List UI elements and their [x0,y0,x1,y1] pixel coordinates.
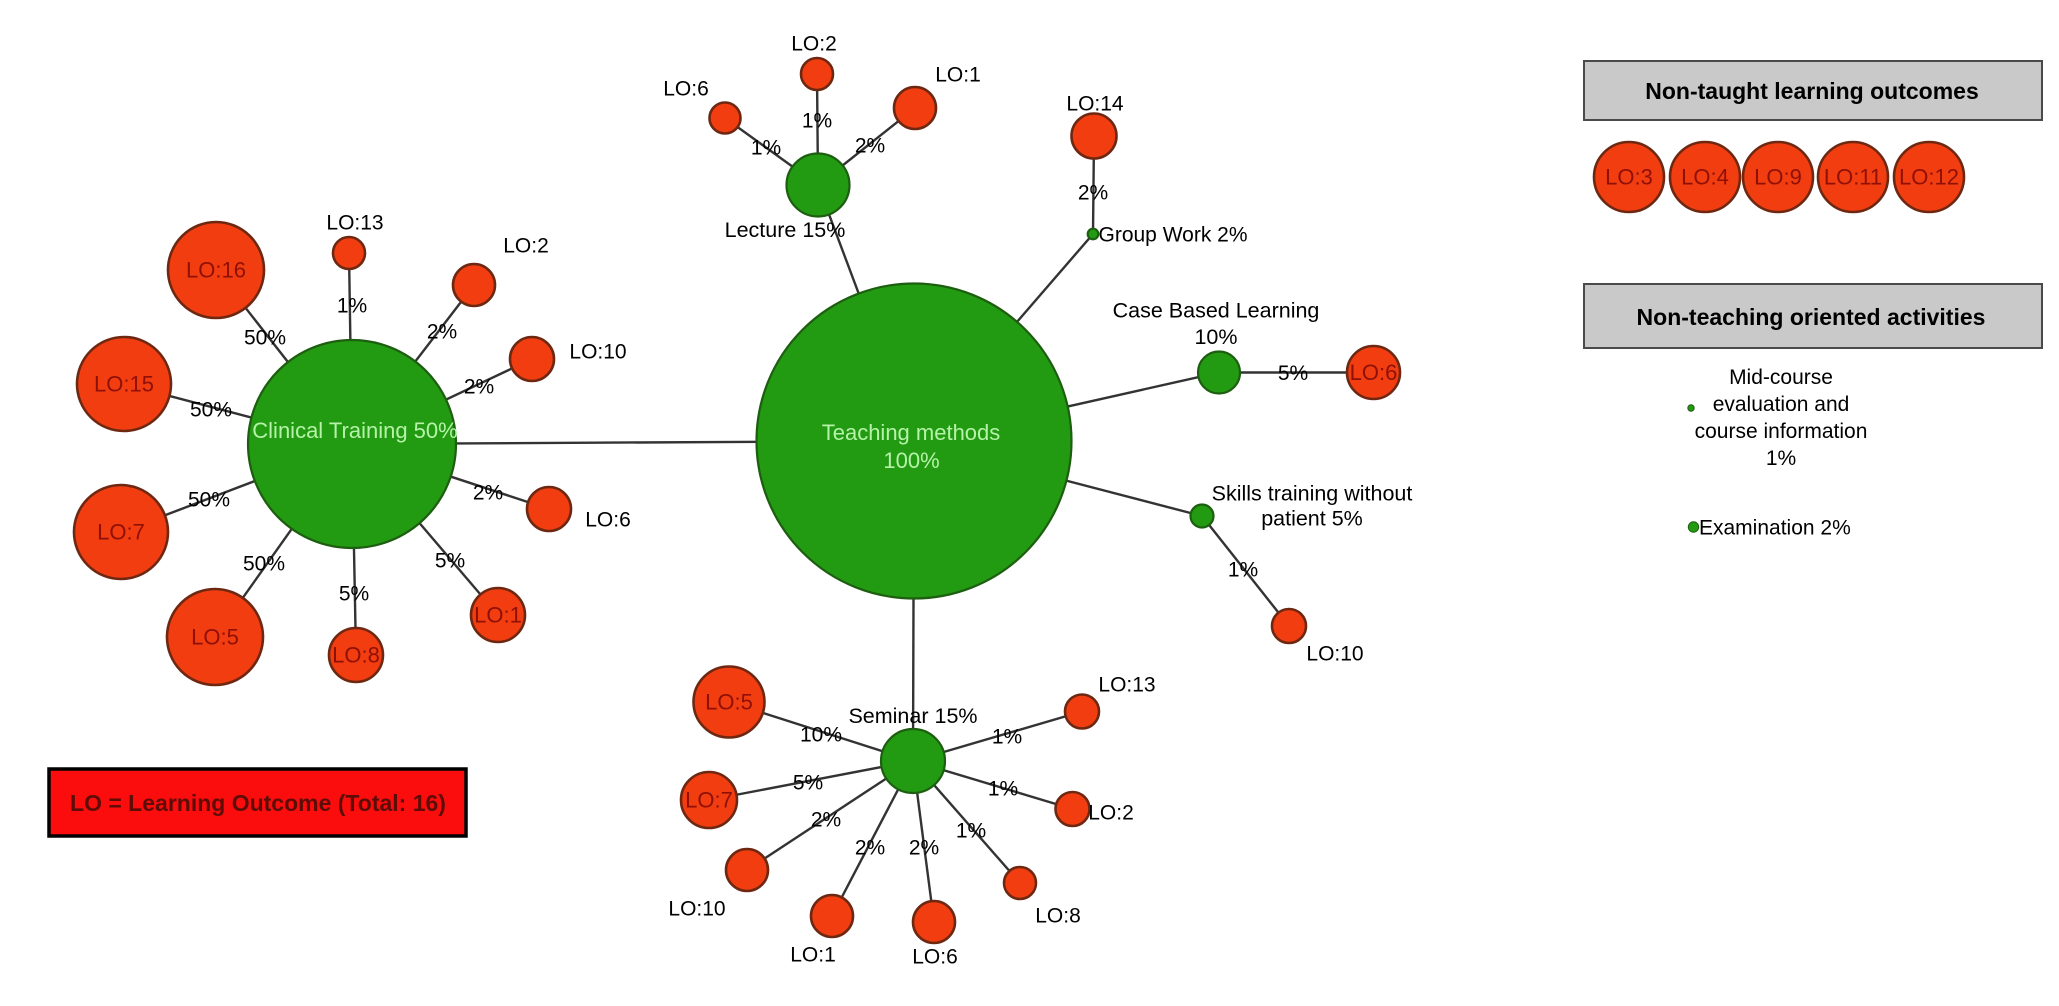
svg-text:LO = Learning Outcome (Total:: LO = Learning Outcome (Total: 16) [70,790,446,816]
svg-text:1%: 1% [956,820,986,843]
svg-text:LO:12: LO:12 [1899,165,1959,190]
svg-text:Examination 2%: Examination 2% [1699,517,1851,540]
svg-text:LO:13: LO:13 [1098,674,1155,697]
svg-text:LO:10: LO:10 [1306,643,1363,666]
svg-text:LO:15: LO:15 [94,372,154,397]
svg-text:Mid-course: Mid-course [1729,366,1833,389]
svg-text:1%: 1% [802,110,832,133]
svg-text:Lecture 15%: Lecture 15% [725,218,846,242]
svg-text:LO:3: LO:3 [1605,165,1653,190]
svg-text:1%: 1% [337,295,367,318]
svg-text:LO:6: LO:6 [1350,360,1398,385]
svg-text:10%: 10% [800,724,842,747]
svg-text:LO:7: LO:7 [97,520,145,545]
svg-text:5%: 5% [793,772,823,795]
svg-text:2%: 2% [811,809,841,832]
svg-text:2%: 2% [1078,182,1108,205]
svg-text:Non-taught learning outcomes: Non-taught learning outcomes [1645,78,1979,104]
svg-text:LO:7: LO:7 [685,788,733,813]
svg-text:50%: 50% [188,489,230,512]
svg-text:5%: 5% [339,583,369,606]
svg-text:Clinical Training 50%: Clinical Training 50% [252,418,457,443]
svg-text:1%: 1% [988,778,1018,801]
svg-text:LO:6: LO:6 [585,509,631,532]
svg-text:LO:16: LO:16 [186,258,246,283]
svg-text:LO:8: LO:8 [1035,905,1081,928]
svg-text:10%: 10% [1194,325,1237,349]
svg-text:LO:2: LO:2 [503,235,549,258]
svg-text:2%: 2% [855,837,885,860]
svg-text:50%: 50% [243,553,285,576]
svg-text:LO:4: LO:4 [1681,165,1729,190]
svg-text:LO:2: LO:2 [1088,802,1134,825]
svg-text:50%: 50% [190,399,232,422]
svg-text:1%: 1% [1766,447,1796,470]
svg-text:2%: 2% [855,135,885,158]
svg-text:50%: 50% [244,327,286,350]
svg-text:1%: 1% [992,726,1022,749]
svg-text:LO:14: LO:14 [1066,93,1124,116]
svg-text:100%: 100% [883,448,939,473]
svg-text:Group Work 2%: Group Work 2% [1099,224,1248,247]
svg-text:1%: 1% [1228,559,1258,582]
svg-text:LO:6: LO:6 [912,946,958,969]
svg-text:LO:8: LO:8 [332,643,380,668]
svg-text:LO:2: LO:2 [791,33,837,56]
svg-text:2%: 2% [473,482,503,505]
svg-text:2%: 2% [909,837,939,860]
svg-text:patient 5%: patient 5% [1261,507,1363,531]
svg-text:LO:5: LO:5 [191,625,239,650]
svg-text:LO:13: LO:13 [326,212,383,235]
svg-text:Non-teaching oriented activiti: Non-teaching oriented activities [1637,304,1986,330]
svg-text:LO:5: LO:5 [705,690,753,715]
svg-text:1%: 1% [751,137,781,160]
svg-text:2%: 2% [427,321,457,344]
svg-text:Teaching methods: Teaching methods [822,420,1001,445]
svg-text:LO:1: LO:1 [935,64,981,87]
svg-text:LO:11: LO:11 [1824,165,1882,190]
svg-text:course information: course information [1695,420,1868,443]
svg-text:LO:1: LO:1 [474,603,522,628]
svg-text:Skills training without: Skills training without [1212,482,1413,506]
svg-text:LO:10: LO:10 [569,341,626,364]
svg-text:LO:1: LO:1 [790,944,836,967]
svg-text:5%: 5% [1278,362,1308,385]
svg-text:5%: 5% [435,550,465,573]
svg-text:LO:10: LO:10 [668,898,725,921]
svg-text:Seminar 15%: Seminar 15% [848,704,977,728]
svg-text:Case Based Learning: Case Based Learning [1113,299,1320,323]
svg-text:LO:9: LO:9 [1754,165,1802,190]
svg-text:LO:6: LO:6 [663,78,709,101]
svg-text:2%: 2% [464,376,494,399]
svg-text:evaluation and: evaluation and [1713,393,1850,416]
